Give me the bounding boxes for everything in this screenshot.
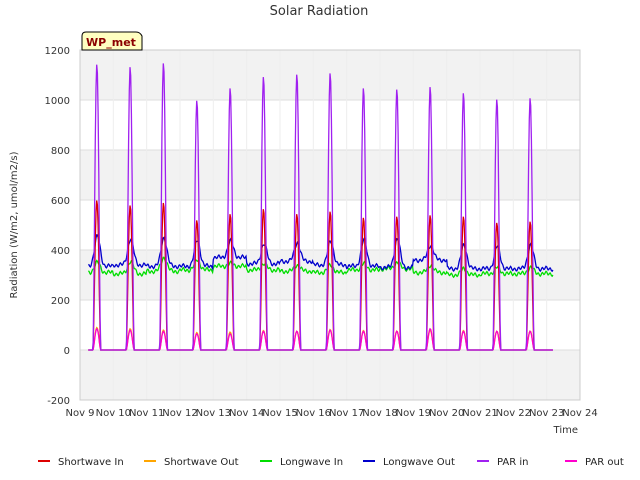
- x-tick-label: Nov 24: [562, 408, 597, 419]
- plot-background: [80, 50, 580, 400]
- legend-label-longwave-out: Longwave Out: [383, 457, 455, 468]
- station-badge: WP_met: [81, 31, 143, 51]
- x-tick-label: Nov 9: [65, 408, 94, 419]
- y-tick-label: 200: [51, 296, 70, 307]
- x-tick-label: Nov 17: [329, 408, 364, 419]
- y-axis-ticks: -200 0 200 400 600 800 1000 1200: [45, 46, 70, 407]
- x-tick-label: Nov 16: [296, 408, 331, 419]
- legend-label-shortwave-in: Shortwave In: [58, 457, 124, 468]
- badge-shape: [81, 31, 143, 51]
- x-axis-title: Time: [553, 425, 578, 436]
- x-tick-label: Nov 23: [529, 408, 564, 419]
- x-tick-label: Nov 14: [229, 408, 264, 419]
- y-tick-label: -200: [47, 396, 70, 407]
- series-layer: [87, 63, 554, 351]
- x-tick-label: Nov 13: [196, 408, 231, 419]
- x-tick-label: Nov 19: [396, 408, 431, 419]
- x-tick-label: Nov 21: [462, 408, 497, 419]
- x-tick-label: Nov 18: [362, 408, 397, 419]
- y-tick-label: 0: [64, 346, 70, 357]
- legend-label-longwave-in: Longwave In: [280, 457, 343, 468]
- plot-frame: [79, 49, 581, 401]
- y-tick-label: 1000: [45, 96, 70, 107]
- legend-label-par-out: PAR out: [585, 457, 624, 468]
- plot-band: [80, 200, 580, 250]
- series-line-par-in: [88, 63, 553, 351]
- plot-band: [80, 300, 580, 350]
- y-tick-label: 600: [51, 196, 70, 207]
- x-tick-label: Nov 11: [129, 408, 164, 419]
- x-tick-label: Nov 12: [162, 408, 197, 419]
- legend-label-par-in: PAR in: [497, 457, 528, 468]
- plot-band: [80, 150, 580, 200]
- chart-title: Solar Radiation: [270, 4, 369, 19]
- x-tick-label: Nov 22: [496, 408, 531, 419]
- y-tick-label: 400: [51, 246, 70, 257]
- x-tick-label: Nov 15: [262, 408, 297, 419]
- legend-label-shortwave-out: Shortwave Out: [164, 457, 239, 468]
- y-axis-title: Radiation (W/m2, umol/m2/s): [9, 151, 20, 298]
- x-tick-label: Nov 20: [429, 408, 464, 419]
- y-tick-label: 800: [51, 146, 70, 157]
- x-tick-label: Nov 10: [96, 408, 131, 419]
- badge-label: WP_met: [86, 36, 136, 49]
- legend: Shortwave In Shortwave Out Longwave In Long…: [38, 457, 624, 468]
- plot-band: [80, 350, 580, 400]
- plot-band: [80, 100, 580, 150]
- y-tick-label: 1200: [45, 46, 70, 57]
